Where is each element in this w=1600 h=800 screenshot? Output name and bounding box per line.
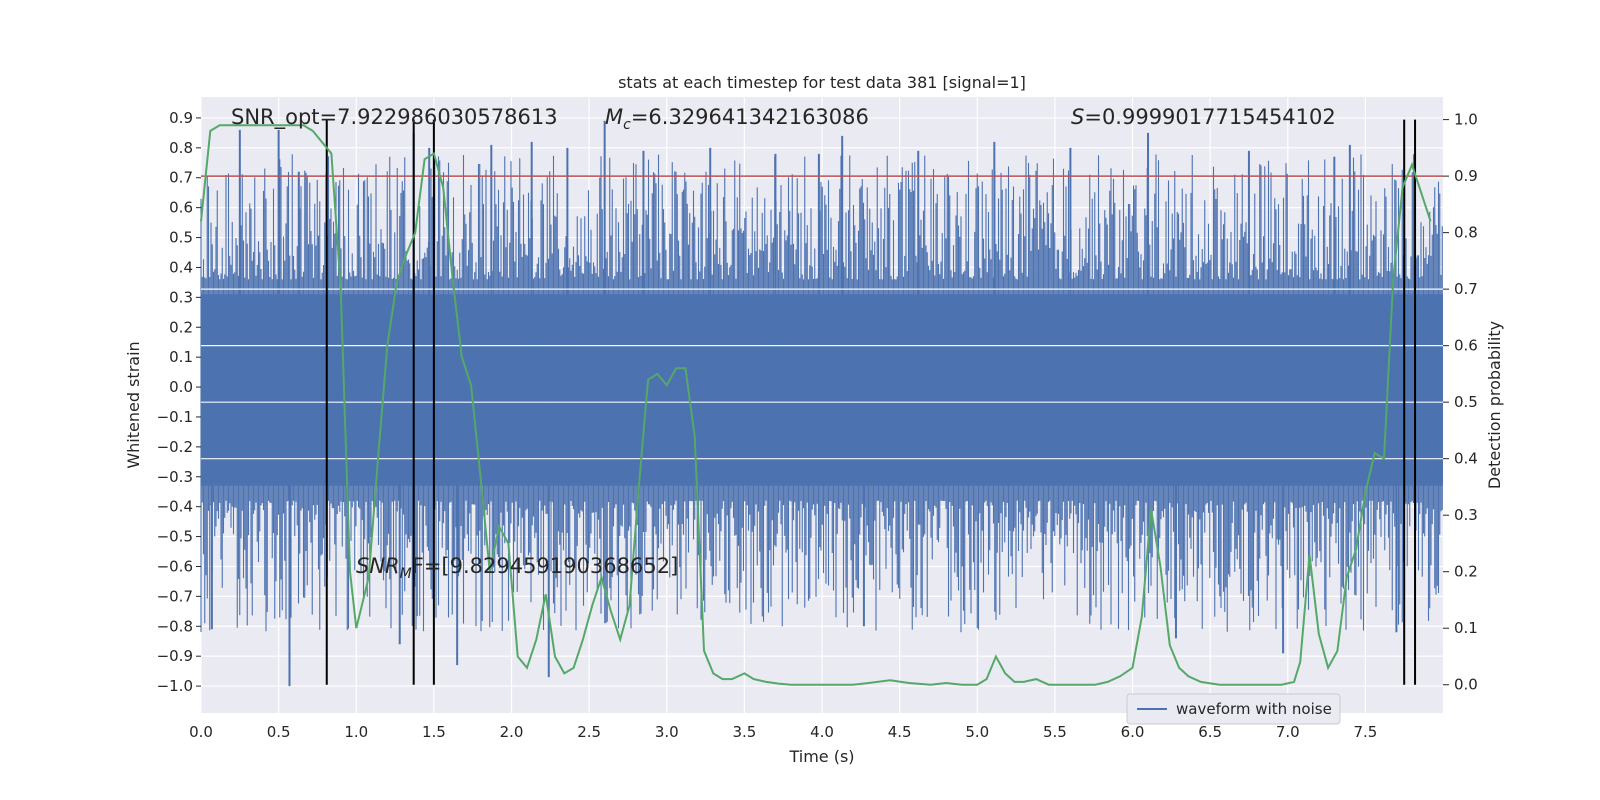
y-left-tick-label: −0.6 — [157, 557, 193, 575]
x-tick-label: 1.0 — [344, 723, 368, 741]
x-tick-label: 3.0 — [655, 723, 679, 741]
y-right-tick-label: 0.7 — [1454, 280, 1478, 298]
y-left-tick-label: −0.4 — [157, 498, 193, 516]
x-tick-label: 1.5 — [422, 723, 446, 741]
snr-mf-prefix: SNR — [356, 554, 400, 578]
y-left-tick-label: −0.5 — [157, 528, 193, 546]
y-right-tick-label: 1.0 — [1454, 111, 1478, 129]
y-left-tick-label: −0.1 — [157, 408, 193, 426]
x-tick-label: 2.0 — [500, 723, 524, 741]
mc-value: =6.329641342163086 — [631, 105, 869, 129]
y-right-tick-label: 0.4 — [1454, 450, 1478, 468]
s-value: =0.9999017715454102 — [1084, 105, 1335, 129]
y-right-tick-label: 0.2 — [1454, 563, 1478, 581]
snr-mf-subscript: M — [400, 566, 412, 582]
y-left-tick-label: 0.5 — [169, 229, 193, 247]
y-left-tick-label: −0.9 — [157, 647, 193, 665]
y-left-tick-label: −0.3 — [157, 468, 193, 486]
y-left-tick-label: 0.7 — [169, 169, 193, 187]
legend: waveform with noise — [1126, 693, 1341, 725]
y-left-tick-label: 0.9 — [169, 109, 193, 127]
probability-line — [200, 124, 1432, 686]
snr-mf-end: 2] — [657, 554, 679, 578]
y-right-tick-label: 0.8 — [1454, 224, 1478, 242]
waveform-series — [200, 120, 1443, 687]
y-left-tick-label: −0.7 — [157, 587, 193, 605]
s-symbol: S — [1071, 105, 1084, 129]
y-left-tick-label: −0.2 — [157, 438, 193, 456]
snr-mf-suffix: F=[9.82945919036865 — [412, 554, 657, 578]
y-left-tick-label: 0.8 — [169, 139, 193, 157]
probability-series — [200, 124, 1432, 686]
x-tick-label: 7.0 — [1276, 723, 1300, 741]
legend-waveform-label: waveform with noise — [1176, 700, 1332, 718]
y-axis-label-left: Whitened strain — [124, 341, 143, 468]
x-tick-label: 7.5 — [1353, 723, 1377, 741]
y-left-tick-label: 0.2 — [169, 318, 193, 336]
x-tick-label: 3.5 — [732, 723, 756, 741]
y-axis-label-right: Detection probability — [1485, 321, 1504, 489]
y-right-tick-label: 0.5 — [1454, 393, 1478, 411]
y-left-tick-label: 0.6 — [169, 199, 193, 217]
chart-title: stats at each timestep for test data 381… — [618, 73, 1026, 92]
x-tick-label: 5.5 — [1043, 723, 1067, 741]
legend-box — [1126, 693, 1341, 725]
x-tick-label: 0.0 — [189, 723, 213, 741]
y-left-tick-label: −1.0 — [157, 677, 193, 695]
y-left-tick-label: 0.3 — [169, 288, 193, 306]
mc-annotation: Mc=6.329641342163086 — [605, 105, 869, 133]
mc-subscript: c — [623, 117, 631, 133]
mc-symbol: M — [605, 105, 623, 129]
y-right-tick-label: 0.0 — [1454, 676, 1478, 694]
marker-lines — [325, 119, 1417, 685]
axis-ticks: 0.0 0.5 1.0 1.5 2.0 2.5 3.0 3.5 4.0 4.5 5.0 5.5 6.0 6… — [157, 109, 1478, 741]
snr-mf-annotation: SNRMF=[9.829459190368652] — [356, 554, 678, 582]
x-tick-label: 6.0 — [1121, 723, 1145, 741]
y-right-tick-label: 0.1 — [1454, 619, 1478, 637]
y-left-tick-label: 0.4 — [169, 258, 193, 276]
snr-opt-annotation: SNR_opt=7.922986030578613 — [231, 105, 558, 130]
y-right-tick-label: 0.9 — [1454, 167, 1478, 185]
y-left-tick-label: 0.1 — [169, 348, 193, 366]
x-tick-label: 4.5 — [888, 723, 912, 741]
x-tick-label: 6.5 — [1198, 723, 1222, 741]
x-axis-label: Time (s) — [788, 747, 854, 766]
x-tick-label: 2.5 — [577, 723, 601, 741]
x-tick-label: 5.0 — [965, 723, 989, 741]
y-right-tick-label: 0.6 — [1454, 337, 1478, 355]
s-annotation: S=0.9999017715454102 — [1071, 105, 1336, 129]
y-left-tick-label: −0.8 — [157, 617, 193, 635]
x-tick-label: 4.0 — [810, 723, 834, 741]
y-right-tick-label: 0.3 — [1454, 506, 1478, 524]
y-left-tick-label: 0.0 — [169, 378, 193, 396]
x-tick-label: 0.5 — [267, 723, 291, 741]
